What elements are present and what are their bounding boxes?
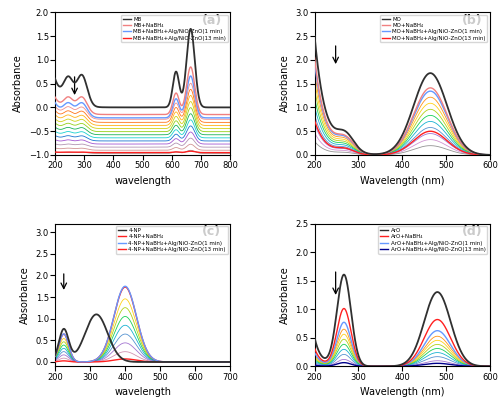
X-axis label: Wavelength (nm): Wavelength (nm)	[360, 176, 444, 186]
Y-axis label: Absorbance: Absorbance	[20, 266, 30, 324]
Legend: 4-NP, 4-NP+NaBH₄, 4-NP+NaBH₄+Alg/NiO-ZnO(1 min), 4-NP+NaBH₄+Alg/NiO-ZnO(13 min): 4-NP, 4-NP+NaBH₄, 4-NP+NaBH₄+Alg/NiO-ZnO…	[116, 226, 228, 254]
Y-axis label: Absorbance: Absorbance	[280, 55, 289, 112]
Text: (b): (b)	[462, 13, 482, 26]
Text: (a): (a)	[202, 13, 222, 26]
X-axis label: wavelength: wavelength	[114, 387, 171, 397]
Y-axis label: Absorbance: Absorbance	[13, 55, 23, 112]
Text: (c): (c)	[202, 225, 222, 238]
Text: (d): (d)	[462, 225, 482, 238]
Legend: MB, MB+NaBH₄, MB+NaBH₄+Alg/NiO-ZnO(1 min), MB+NaBH₄+Alg/NiO-ZnO(13 min): MB, MB+NaBH₄, MB+NaBH₄+Alg/NiO-ZnO(1 min…	[121, 15, 228, 42]
X-axis label: Wavelength (nm): Wavelength (nm)	[360, 387, 444, 397]
Legend: MO, MO+NaBH₄, MO+NaBH₄+Alg/NiO-ZnO(1 min), MO+NaBH₄+Alg/NiO-ZnO(13 min): MO, MO+NaBH₄, MO+NaBH₄+Alg/NiO-ZnO(1 min…	[380, 15, 487, 42]
X-axis label: wavelength: wavelength	[114, 176, 171, 186]
Legend: ArO, ArO+NaBH₄, ArO+NaBH₄+Alg/NiO-ZnO(1 min), ArO+NaBH₄+Alg/NiO-ZnO(13 min): ArO, ArO+NaBH₄, ArO+NaBH₄+Alg/NiO-ZnO(1 …	[378, 226, 487, 254]
Y-axis label: Absorbance: Absorbance	[280, 266, 289, 324]
